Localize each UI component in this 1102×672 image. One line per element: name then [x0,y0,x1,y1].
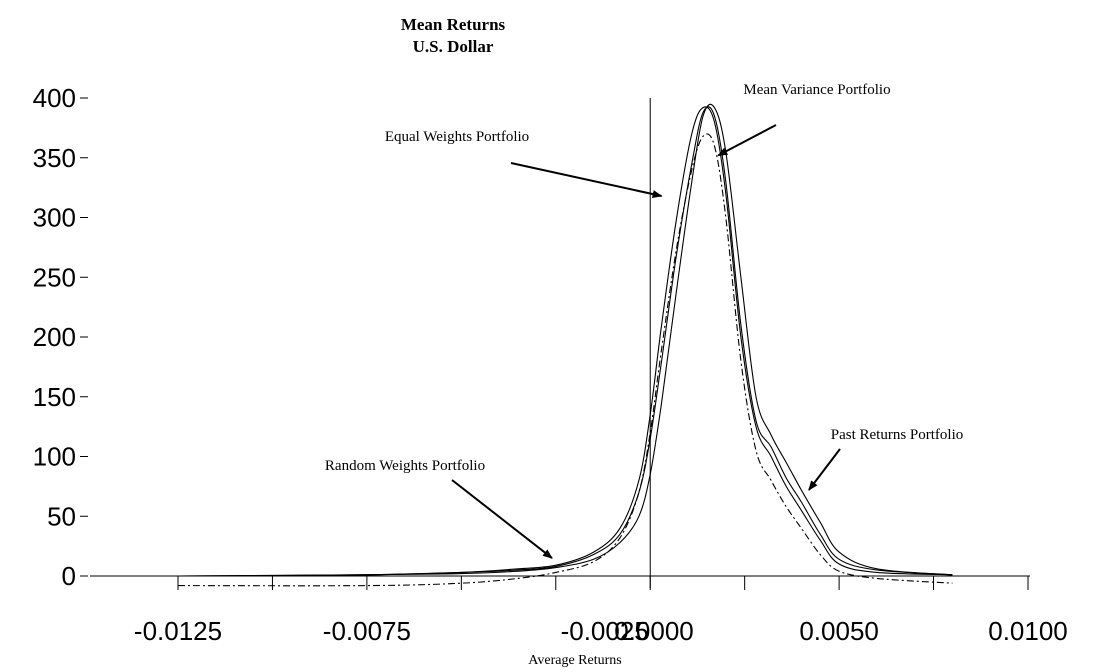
annotation-label: Random Weights Portfolio [325,458,485,474]
y-tick-label: 0 [62,561,76,591]
annotation-group: Mean Variance Portfolio Equal Weights Por… [325,82,964,559]
annotation-arrow [510,162,663,198]
y-tick-label: 100 [33,442,76,472]
y-tick-label: 50 [47,501,76,531]
y-tick-label: 150 [33,382,76,412]
annotation-label: Equal Weights Portfolio [385,129,529,145]
x-tick-label: -0.0025 [561,616,649,646]
x-tick-label: 0.0100 [988,616,1068,646]
annotation-arrow [451,479,553,559]
y-tick-label: 350 [33,143,76,173]
chart-title: Mean Returns [401,15,506,34]
series-line-2 [234,106,953,577]
x-tick-label: 0.0000 [614,616,694,646]
y-tick-label: 200 [33,322,76,352]
series-line-4 [177,133,953,587]
x-axis-label: Average Returns [528,653,621,668]
series-line-1 [177,106,953,577]
x-tick-label: 0.0050 [799,616,879,646]
annotation-label: Past Returns Portfolio [831,427,964,443]
series-group [177,103,953,587]
y-axis: 0 50 100 150 200 250 300 350 400 [33,83,88,591]
chart-subtitle: U.S. Dollar [413,37,494,56]
series-line-3 [177,103,953,577]
y-tick-label: 250 [33,262,76,292]
annotation-label: Mean Variance Portfolio [743,82,890,98]
annotation-arrow [717,124,777,157]
annotation-arrow [808,448,841,491]
y-tick-label: 400 [33,83,76,113]
y-tick-label: 300 [33,203,76,233]
x-tick-label: -0.0125 [134,616,222,646]
x-tick-label: -0.0075 [323,616,411,646]
